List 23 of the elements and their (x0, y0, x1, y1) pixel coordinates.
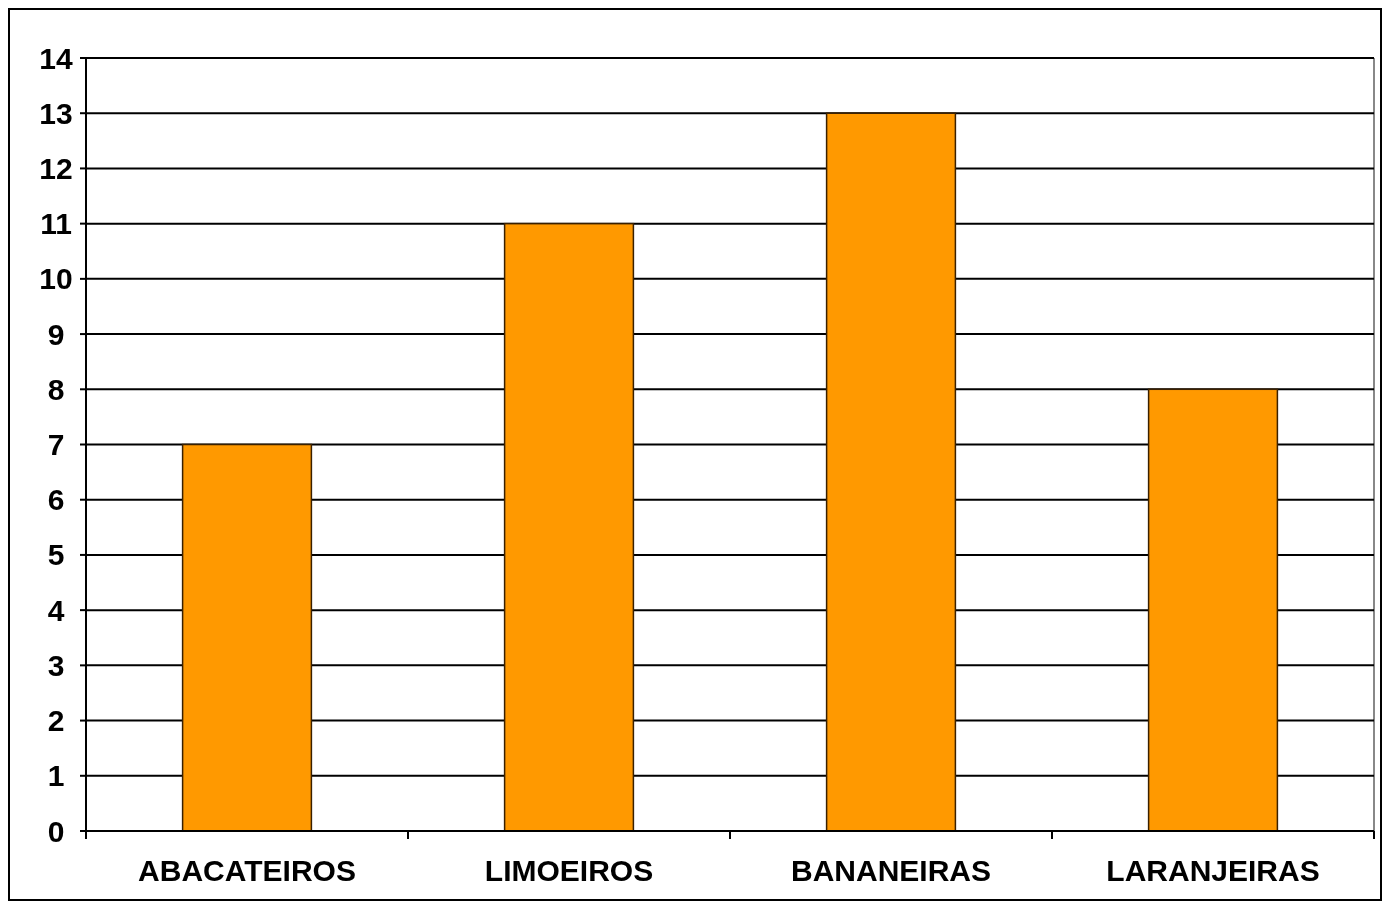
y-tick-label: 3 (47, 648, 65, 682)
y-tick-label: 6 (47, 483, 65, 517)
x-tick-label: BANANEIRAS (790, 854, 992, 887)
y-tick-label: 0 (47, 814, 65, 848)
y-tick-label: 8 (47, 372, 65, 406)
y-tick-label: 7 (47, 428, 65, 461)
y-tick-label: 2 (47, 704, 65, 738)
bar (825, 112, 957, 832)
bar (503, 222, 635, 832)
y-tick-label: 4 (47, 593, 65, 627)
bar (1147, 388, 1279, 832)
y-tick-label: 13 (39, 96, 73, 130)
x-tick-label: ABACATEIROS (138, 854, 356, 887)
y-tick-label: 12 (39, 151, 73, 185)
bar (181, 443, 313, 832)
y-tick-label: 9 (47, 317, 65, 351)
y-tick-label: 1 (47, 759, 65, 793)
x-tick-label: LARANJEIRAS (1106, 854, 1320, 887)
y-tick-label: 10 (39, 262, 73, 296)
y-tick-label: 5 (47, 538, 65, 572)
y-tick-label: 14 (39, 41, 73, 75)
y-tick-label: 11 (40, 207, 72, 241)
x-tick-label: LIMOEIROS (484, 854, 654, 887)
